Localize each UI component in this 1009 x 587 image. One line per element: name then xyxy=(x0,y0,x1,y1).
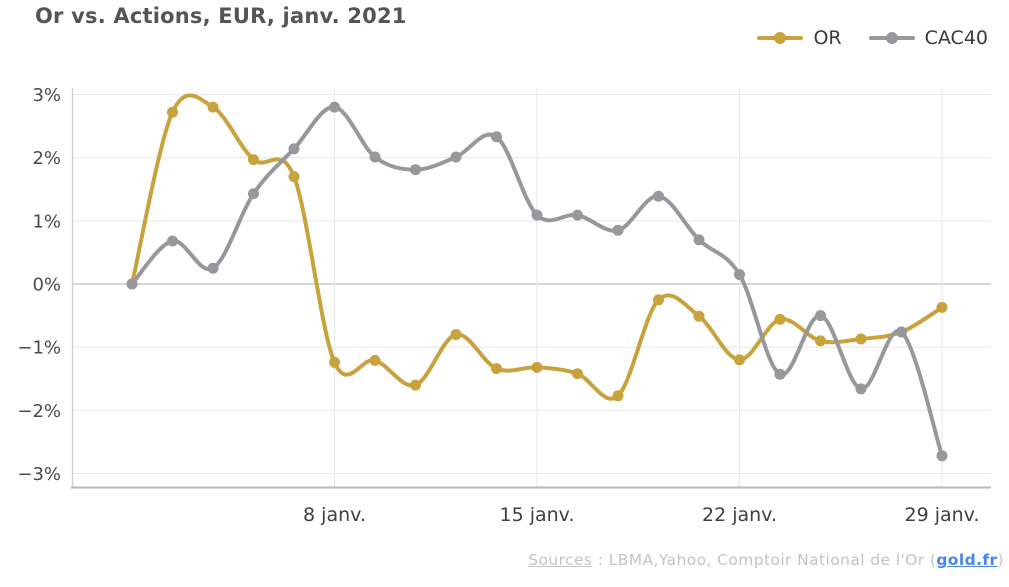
or-point xyxy=(450,329,462,340)
or-point xyxy=(167,106,178,118)
or-point xyxy=(774,313,786,325)
cac40-point xyxy=(896,326,907,338)
or-point xyxy=(734,354,745,366)
sources-text: LBMA,Yahoo, Comptoir National de l'Or xyxy=(608,551,925,569)
cac40-point xyxy=(329,101,340,113)
cac40-point xyxy=(369,151,381,163)
cac40-point xyxy=(572,209,583,221)
or-point xyxy=(815,335,826,347)
cac40-point xyxy=(248,188,259,200)
y-tick-label: 0% xyxy=(32,275,61,296)
chart-legend: OR CAC40 xyxy=(757,27,988,49)
legend-swatch-dot xyxy=(885,32,898,44)
cac40-point xyxy=(531,209,543,221)
cac40-point xyxy=(612,224,624,236)
or-point xyxy=(653,294,664,306)
legend-item-cac40[interactable]: CAC40 xyxy=(868,27,988,49)
cac40-point xyxy=(653,190,664,202)
sources-close-paren: ) xyxy=(997,551,1004,569)
or-point xyxy=(612,390,624,402)
cac40-point xyxy=(855,383,867,395)
y-tick-label: 3% xyxy=(32,85,61,106)
cac40-point xyxy=(734,269,745,280)
legend-label: CAC40 xyxy=(924,27,988,49)
or-point xyxy=(410,379,421,391)
cac40-point xyxy=(774,368,786,380)
or-point xyxy=(207,101,219,113)
cac40-point xyxy=(288,143,300,155)
or-point xyxy=(531,361,543,373)
or-point xyxy=(248,154,259,166)
legend-swatch-line xyxy=(868,32,915,44)
or-point xyxy=(369,354,381,366)
cac40-point xyxy=(126,278,138,290)
cac40-point xyxy=(815,310,826,322)
cac40-point xyxy=(450,151,462,163)
source-note: Sources : LBMA,Yahoo, Comptoir National … xyxy=(528,551,1004,569)
or-point xyxy=(936,301,948,313)
y-tick-label: −3% xyxy=(17,464,61,485)
x-tick-label: 22 janv. xyxy=(702,504,777,526)
or-point xyxy=(855,333,867,345)
y-tick-label: −2% xyxy=(17,401,61,422)
legend-swatch-line xyxy=(757,32,804,44)
sources-separator: : xyxy=(592,551,609,569)
cac40-point xyxy=(410,164,421,176)
cac40-point xyxy=(207,262,219,274)
cac40-point xyxy=(491,131,502,143)
chart-title: Or vs. Actions, EUR, janv. 2021 xyxy=(35,4,407,28)
legend-label: OR xyxy=(813,27,842,49)
cac40-point xyxy=(936,450,948,462)
cac40-point xyxy=(167,235,178,247)
y-tick-label: −1% xyxy=(17,338,61,359)
sources-label: Sources xyxy=(528,551,593,569)
y-tick-label: 1% xyxy=(32,211,61,232)
or-point xyxy=(491,363,502,375)
gold-fr-link[interactable]: gold.fr xyxy=(936,551,998,569)
legend-item-or[interactable]: OR xyxy=(757,27,842,49)
or-point xyxy=(693,310,705,322)
sources-open-paren: ( xyxy=(924,551,937,569)
cac40-point xyxy=(693,234,705,246)
or-point xyxy=(329,356,340,368)
or-point xyxy=(572,368,583,380)
x-tick-label: 29 janv. xyxy=(905,504,980,526)
or-point xyxy=(288,171,300,183)
y-tick-label: 2% xyxy=(32,148,61,169)
x-tick-label: 8 janv. xyxy=(303,504,366,526)
x-tick-label: 15 janv. xyxy=(500,504,575,526)
legend-swatch-dot xyxy=(774,32,787,44)
